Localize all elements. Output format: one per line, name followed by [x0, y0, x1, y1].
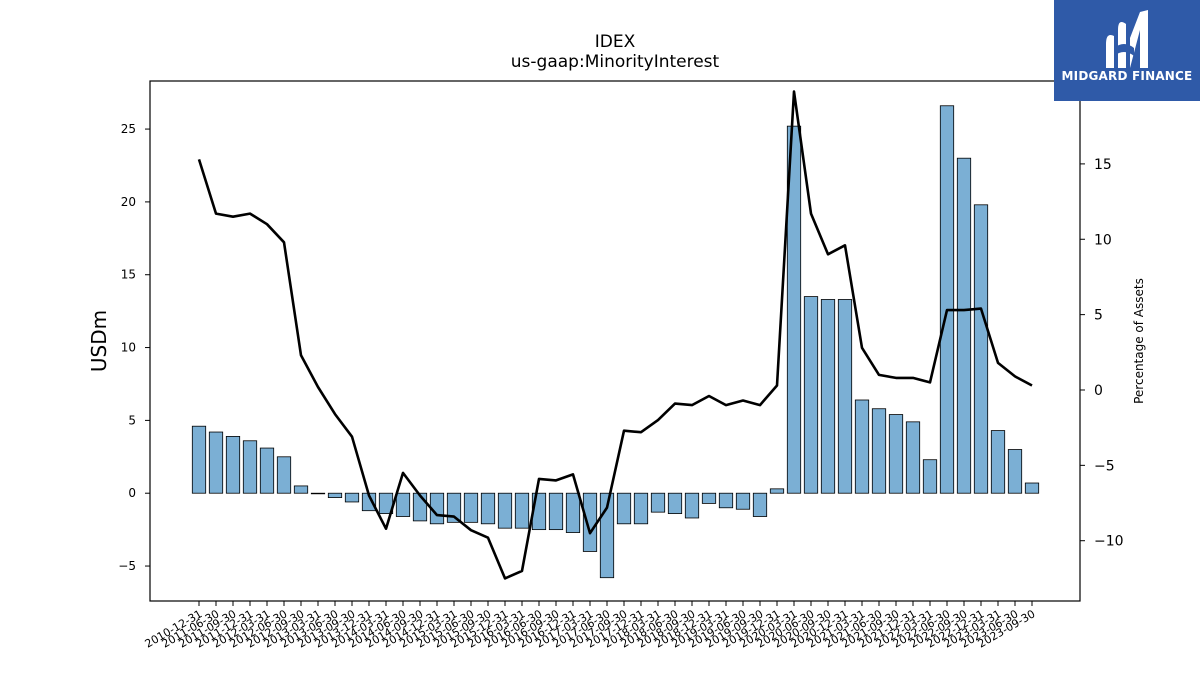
bar	[922, 459, 938, 494]
logo-mark-icon	[1106, 10, 1148, 68]
right-axis: −10 −5 0 5 10 15	[1080, 157, 1124, 550]
bar	[905, 421, 921, 494]
bar	[242, 440, 258, 494]
line-path	[197, 90, 1033, 580]
bar	[395, 492, 411, 517]
y-axis-label: USDm	[87, 310, 111, 372]
plot-frame	[149, 80, 1081, 602]
bar	[497, 492, 513, 529]
y-tick-label: 20	[121, 195, 136, 209]
y-tick-label: 10	[121, 341, 136, 355]
chart-title: IDEX	[594, 32, 636, 52]
bar	[718, 492, 734, 509]
bar	[735, 492, 751, 510]
y-tick-label: −5	[118, 559, 136, 573]
bar	[208, 431, 224, 494]
bar	[327, 492, 343, 498]
y-tick-label: 0	[128, 486, 136, 500]
y2-tick-label: 5	[1094, 308, 1103, 324]
bar	[956, 157, 972, 494]
y2-axis-label: Percentage of Assets	[1132, 278, 1146, 404]
bar	[582, 492, 598, 552]
bar	[463, 492, 479, 523]
bar	[514, 492, 530, 529]
bar	[1024, 482, 1040, 494]
y2-tick-label: −5	[1094, 458, 1115, 474]
y2-tick-label: 10	[1094, 232, 1112, 248]
line-series	[197, 90, 1033, 580]
bar	[293, 485, 309, 494]
y-tick-label: 25	[121, 122, 136, 136]
bar	[939, 105, 955, 494]
bar	[973, 204, 989, 494]
bar	[820, 299, 836, 494]
bar	[837, 299, 853, 494]
logo-text: MIDGARD FINANCE	[1061, 69, 1193, 83]
bar	[752, 492, 768, 517]
bar	[990, 430, 1006, 494]
bar	[616, 492, 632, 525]
bar	[480, 492, 496, 525]
bar-series	[191, 105, 1040, 579]
midgard-finance-logo: MIDGARD FINANCE	[1054, 0, 1200, 101]
bar	[650, 492, 666, 513]
bar	[276, 456, 292, 494]
bar	[803, 296, 819, 494]
x-axis: 2010-12-312011-06-302011-09-302011-12-31…	[143, 601, 1038, 651]
y2-tick-label: −10	[1094, 534, 1124, 550]
bar	[225, 436, 241, 494]
bar	[667, 492, 683, 515]
bar	[310, 492, 326, 495]
y2-tick-label: 0	[1094, 383, 1103, 399]
bar	[684, 492, 700, 519]
bar	[1007, 449, 1023, 494]
bar	[786, 125, 802, 494]
y-tick-label: 5	[128, 413, 136, 427]
bar	[259, 447, 275, 494]
bar	[633, 492, 649, 525]
y-tick-label: 15	[121, 268, 136, 282]
y2-tick-label: 15	[1094, 157, 1112, 173]
bar	[344, 492, 360, 503]
chart-subtitle: us-gaap:MinorityInterest	[510, 52, 720, 72]
left-axis: −5 0 5 10 15 20 25	[118, 122, 150, 573]
bar	[854, 399, 870, 494]
bar	[769, 488, 785, 494]
bar	[565, 492, 581, 533]
bar	[191, 425, 207, 494]
bar	[701, 492, 717, 504]
bar	[871, 408, 887, 494]
bar	[888, 414, 904, 494]
bar	[548, 492, 564, 531]
